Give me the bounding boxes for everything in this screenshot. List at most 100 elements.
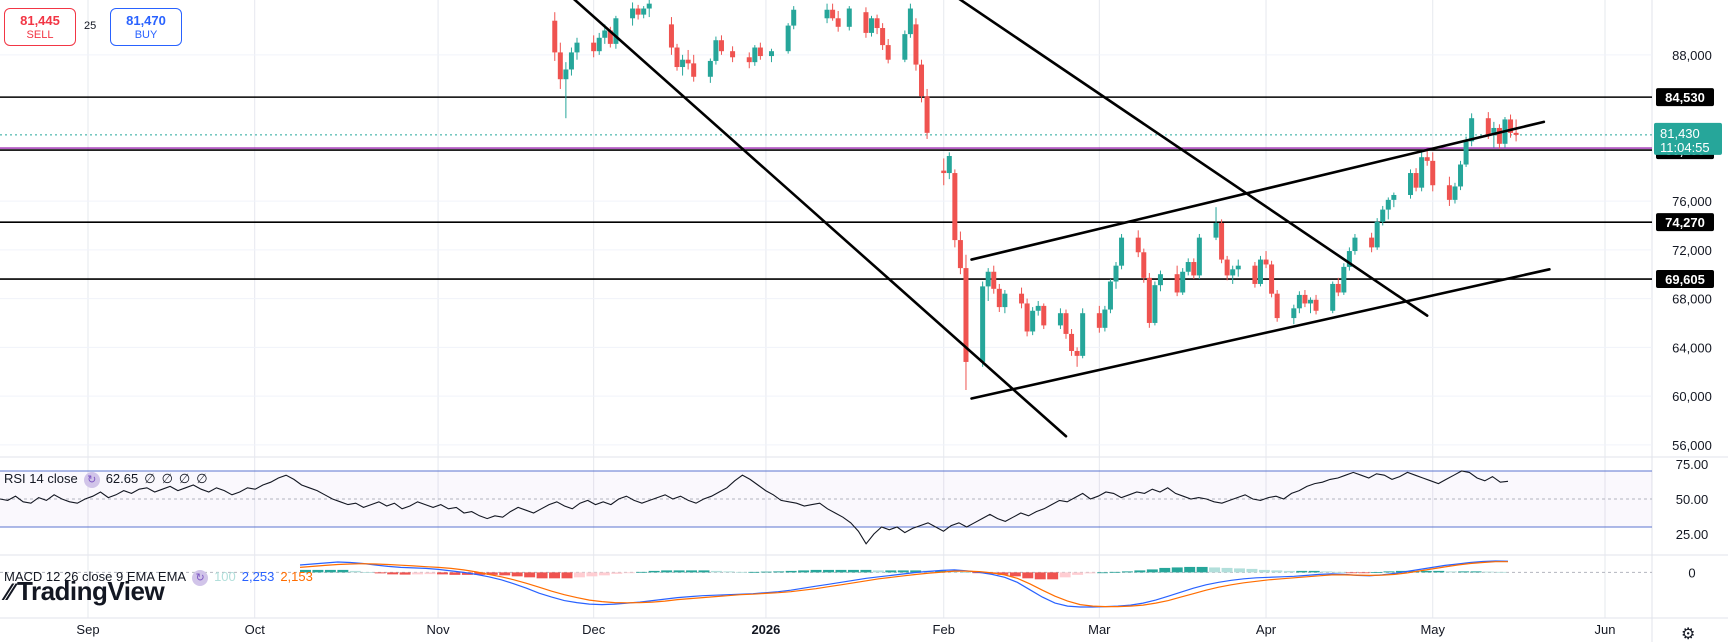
candle-body bbox=[1430, 160, 1436, 186]
macd-histogram-bar bbox=[1246, 568, 1258, 573]
candle-body bbox=[1391, 194, 1397, 200]
macd-histogram-bar bbox=[823, 569, 835, 573]
macd-histogram-bar bbox=[1072, 572, 1084, 575]
rsi-legend-title: RSI 14 close bbox=[4, 471, 78, 486]
macd-histogram-bar bbox=[1022, 572, 1034, 579]
macd-histogram-bar bbox=[486, 572, 498, 575]
candle-body bbox=[1191, 262, 1197, 276]
macd-histogram-bar bbox=[1358, 572, 1370, 574]
candle-body bbox=[668, 24, 674, 48]
macd-histogram-bar bbox=[1346, 572, 1358, 574]
macd-histogram-bar bbox=[586, 572, 598, 577]
macd-histogram-bar bbox=[686, 570, 698, 573]
time-axis-label: Jun bbox=[1595, 622, 1616, 637]
candle-body bbox=[1063, 313, 1069, 334]
rsi-legend[interactable]: RSI 14 close ↻ 62.65 ∅ ∅ ∅ ∅ bbox=[4, 471, 214, 488]
macd-histogram-bar bbox=[935, 570, 947, 573]
macd-histogram-bar bbox=[524, 572, 536, 578]
candle-body bbox=[1180, 271, 1186, 293]
current-price-label: 81,430 bbox=[1660, 126, 1700, 141]
candle-body bbox=[846, 8, 852, 27]
time-axis-label: Nov bbox=[427, 622, 451, 637]
macd-histogram-bar bbox=[623, 572, 635, 574]
macd-histogram-bar bbox=[611, 572, 623, 574]
candle-body bbox=[596, 37, 602, 52]
macd-histogram-bar bbox=[748, 571, 760, 573]
candle-body bbox=[1291, 308, 1297, 319]
candle-body bbox=[1174, 274, 1180, 293]
macd-hist-value: 100 bbox=[214, 569, 236, 584]
macd-histogram-bar bbox=[1221, 567, 1233, 573]
macd-histogram-bar bbox=[835, 569, 847, 573]
buy-button[interactable]: 81,470 BUY bbox=[110, 8, 182, 46]
candle-body bbox=[1252, 265, 1258, 284]
candle-body bbox=[1330, 283, 1336, 311]
candle-body bbox=[746, 57, 752, 63]
candle-body bbox=[1080, 313, 1086, 356]
cycle-icon[interactable]: ↻ bbox=[192, 569, 209, 586]
macd-histogram-bar bbox=[573, 572, 585, 578]
macd-histogram-bar bbox=[1296, 570, 1308, 573]
price-axis[interactable]: 88,000 76,000 72,000 68,000 64,000 60,000 56,0… bbox=[1654, 48, 1722, 581]
candle-body bbox=[902, 34, 908, 60]
macd-histogram-bar bbox=[499, 572, 511, 576]
trendlines bbox=[572, 0, 1551, 438]
rsi-value: 62.65 bbox=[105, 471, 139, 486]
price-axis-label: 64,000 bbox=[1672, 340, 1712, 355]
macd-histogram-bar bbox=[461, 572, 473, 575]
candle-body bbox=[1263, 259, 1269, 265]
price-axis-label: 68,000 bbox=[1672, 292, 1712, 307]
level-price-label: 84,530 bbox=[1665, 90, 1705, 105]
candle-body bbox=[641, 8, 647, 15]
macd-histogram-bar bbox=[399, 572, 411, 575]
macd-legend[interactable]: MACD 12 26 close 9 EMA EMA ↻ 100 2,253 2,153 bbox=[4, 569, 319, 586]
settings-gear-icon[interactable]: ⚙ bbox=[1681, 626, 1696, 643]
sell-price: 81,445 bbox=[20, 13, 60, 28]
macd-histogram-bar bbox=[1445, 571, 1457, 573]
macd-histogram-bar bbox=[810, 569, 822, 573]
candle-body bbox=[1374, 221, 1380, 248]
candle-body bbox=[880, 28, 886, 46]
sell-label: SELL bbox=[26, 29, 54, 41]
candle-body bbox=[1302, 294, 1308, 304]
macd-histogram-bar bbox=[1420, 570, 1432, 573]
macd-histogram-bar bbox=[1258, 569, 1270, 573]
macd-histogram-bar bbox=[1184, 566, 1196, 573]
watermark-text: TradingView bbox=[17, 576, 165, 606]
candle-body bbox=[1152, 285, 1158, 323]
candle-body bbox=[824, 9, 830, 19]
macd-histogram-bar bbox=[1209, 567, 1221, 573]
candle-body bbox=[552, 20, 558, 53]
tradingview-logo[interactable]: ⁄⁄ TradingView bbox=[6, 576, 165, 607]
candle-body bbox=[941, 170, 947, 174]
candle-body bbox=[1113, 265, 1119, 282]
candle-body bbox=[713, 40, 719, 61]
macd-histogram-bar bbox=[511, 572, 523, 577]
sell-button[interactable]: 81,445 SELL bbox=[4, 8, 76, 46]
candle-body bbox=[874, 18, 880, 29]
candle-body bbox=[913, 24, 919, 65]
candle-body bbox=[1185, 262, 1191, 272]
level-price-tag bbox=[1656, 213, 1714, 232]
candle-body bbox=[991, 271, 997, 289]
candle-body bbox=[980, 286, 986, 362]
candle-body bbox=[1269, 264, 1275, 294]
candle-body bbox=[907, 8, 913, 35]
cycle-icon[interactable]: ↻ bbox=[83, 471, 100, 488]
macd-histogram-bar bbox=[436, 572, 448, 575]
candle-body bbox=[1230, 269, 1236, 276]
macd-histogram-bar bbox=[300, 569, 311, 573]
candle-body bbox=[1385, 199, 1391, 210]
candle-body bbox=[1107, 281, 1113, 310]
candle-body bbox=[1508, 119, 1514, 133]
candle-body bbox=[757, 47, 763, 57]
macd-histogram-bar bbox=[1047, 572, 1059, 580]
candle-body bbox=[863, 12, 869, 33]
candle-body bbox=[685, 59, 691, 64]
time-axis-label: Mar bbox=[1088, 622, 1111, 637]
macd-line bbox=[299, 560, 1509, 608]
time-axis[interactable]: Sep Oct Nov Dec 2026 Feb Mar Apr May Jun bbox=[76, 622, 1615, 637]
candle-body bbox=[1135, 237, 1141, 253]
candle-body bbox=[613, 18, 619, 44]
